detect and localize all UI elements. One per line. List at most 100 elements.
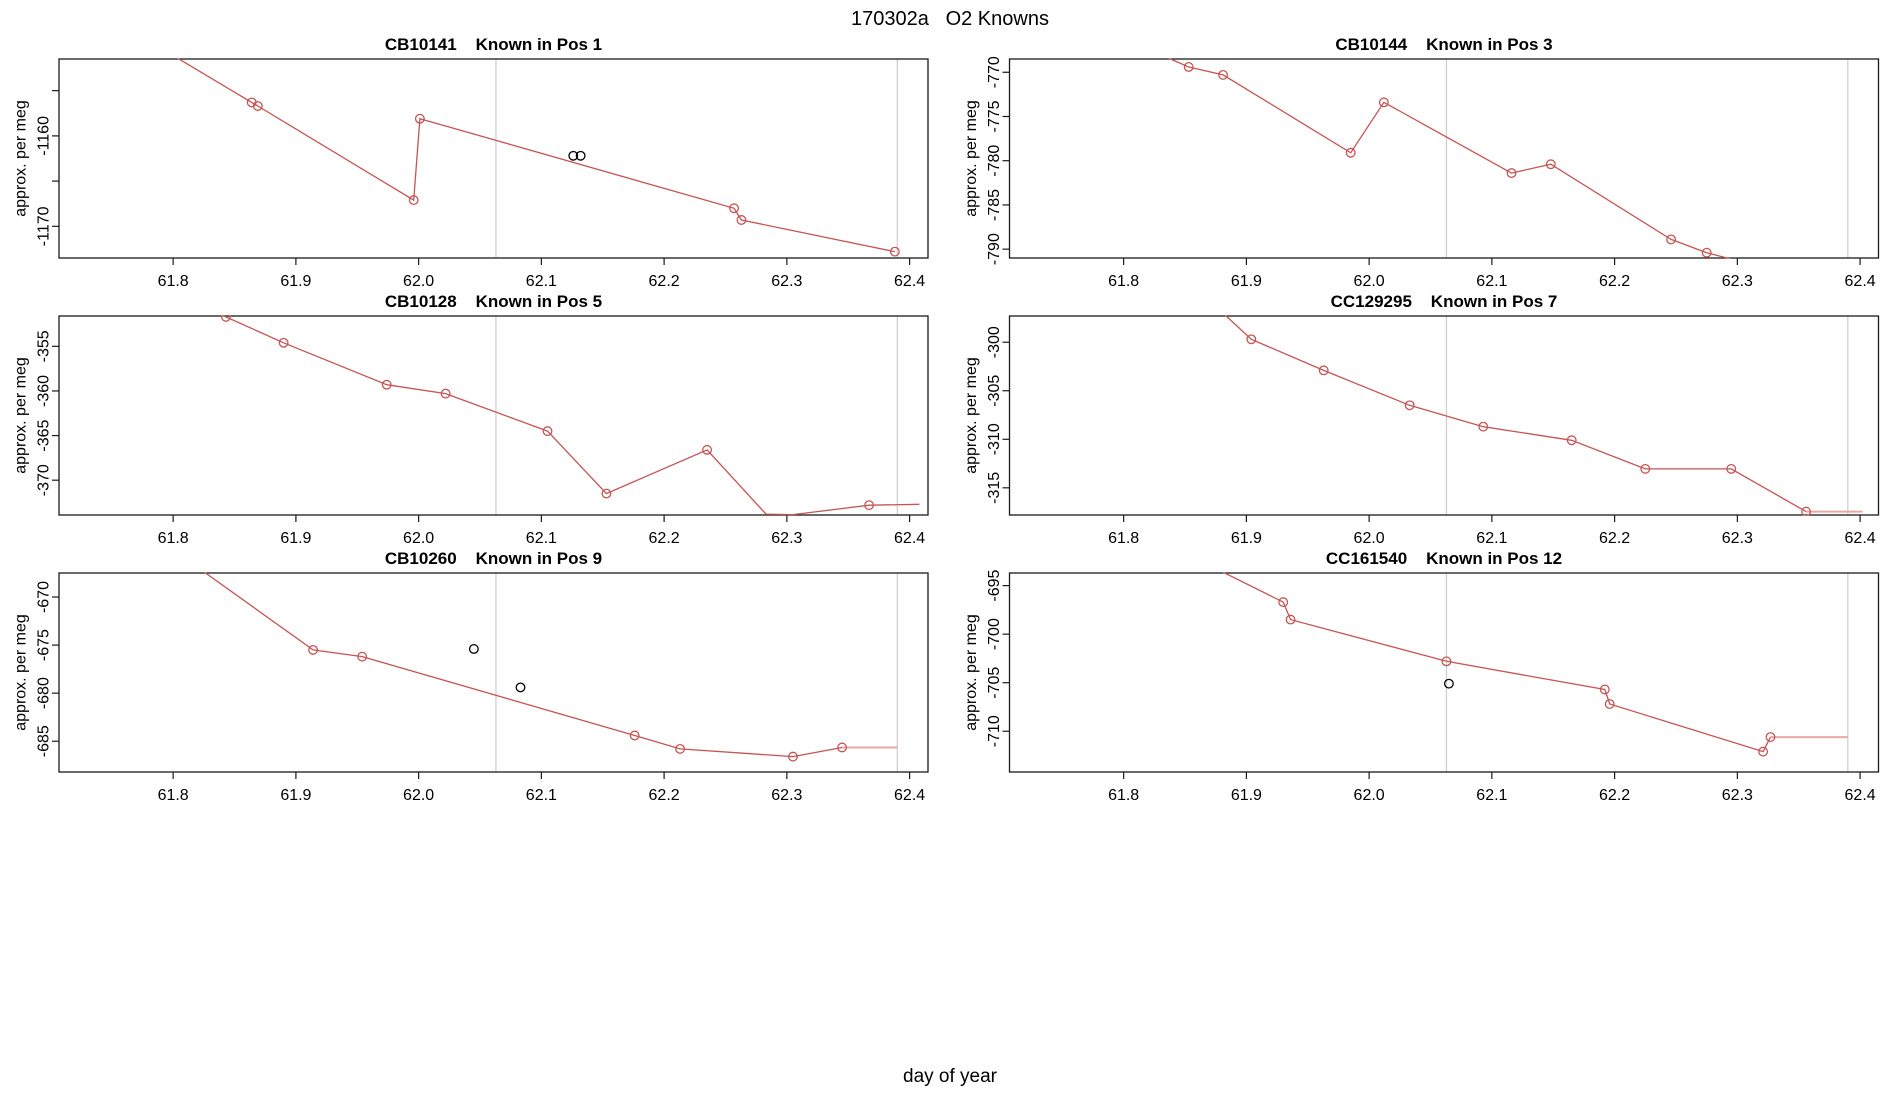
data-point (1218, 69, 1229, 80)
x-tick-label: 61.8 (158, 273, 189, 290)
data-point (736, 215, 747, 225)
y-axis-label: approx. per meg (13, 100, 30, 217)
data-point (788, 751, 798, 762)
y-tick-label: -775 (986, 100, 1003, 132)
x-tick-label: 62.1 (526, 787, 557, 804)
data-point (1640, 463, 1651, 474)
x-tick-label: 62.2 (649, 787, 680, 804)
x-tick-label: 62.2 (649, 530, 680, 547)
y-tick-label: -770 (986, 56, 1003, 88)
data-point (1345, 147, 1356, 158)
data-point (1545, 159, 1556, 170)
x-tick-label: 62.4 (894, 787, 925, 804)
x-tick-label: 62.3 (1722, 787, 1753, 804)
plot-box (58, 315, 929, 516)
x-tick-label: 62.1 (1476, 530, 1507, 547)
data-point (889, 246, 900, 257)
x-tick-label: 61.9 (1231, 787, 1262, 804)
data-point (702, 444, 713, 455)
y-tick-label: -1160 (36, 116, 53, 156)
plot-box (1008, 572, 1880, 773)
y-tick-label: -675 (36, 629, 53, 661)
x-tick-label: 62.2 (1599, 530, 1630, 547)
x-tick-label: 62.2 (1599, 787, 1630, 804)
data-point (381, 379, 392, 390)
y-axis-label: approx. per meg (963, 100, 980, 217)
data-line (203, 572, 843, 758)
plot-box (1008, 58, 1880, 259)
data-point (1566, 435, 1577, 446)
data-point (220, 315, 231, 322)
main-title: 170302a O2 Knowns (851, 8, 1049, 30)
x-tick-label: 61.8 (1108, 787, 1139, 804)
y-tick-label: -790 (986, 233, 1003, 265)
data-point (1378, 97, 1389, 108)
data-point (601, 488, 612, 499)
y-tick-label: -700 (986, 618, 1003, 650)
data-point (729, 203, 740, 214)
y-tick-label: -300 (986, 326, 1003, 358)
x-tick-label: 62.0 (1354, 530, 1385, 547)
data-point (440, 388, 451, 399)
y-tick-label: -710 (986, 715, 1003, 747)
data-point (1604, 699, 1615, 709)
x-tick-label: 62.3 (1722, 273, 1753, 290)
x-tick-label: 62.1 (526, 273, 557, 290)
data-line (1167, 58, 1732, 259)
x-tick-label: 62.3 (771, 787, 802, 804)
data-point (1726, 463, 1737, 474)
y-tick-label: -785 (986, 189, 1003, 221)
y-tick-label: -705 (986, 667, 1003, 699)
y-tick-label: -695 (986, 570, 1003, 602)
data-point (1599, 684, 1610, 695)
x-tick-label: 62.0 (1354, 787, 1385, 804)
data-point (252, 101, 263, 111)
subplot-CB10141: 61.8 61.9 62.0 62.1 62.2 62.3 62.4 -1160 -1170 ap… (13, 35, 929, 290)
data-point (1701, 247, 1712, 258)
y-axis-label: approx. per meg (13, 357, 30, 474)
y-tick-label: -310 (986, 423, 1003, 455)
data-point (1183, 62, 1194, 72)
data-point (414, 113, 425, 124)
subplot-title: CB10144 Known in Pos 3 (1335, 35, 1552, 54)
data-point (308, 644, 319, 655)
x-tick-label: 62.4 (894, 530, 925, 547)
x-tick-label: 62.0 (403, 787, 434, 804)
outlier-point (575, 150, 586, 161)
data-point (1758, 746, 1769, 757)
data-point (1318, 365, 1329, 376)
x-tick-label: 61.9 (280, 530, 311, 547)
data-point (837, 742, 848, 753)
y-tick-label: -780 (986, 145, 1003, 177)
subplot-title: CB10141 Known in Pos 1 (385, 35, 602, 54)
x-tick-label: 62.2 (649, 273, 680, 290)
x-tick-label: 62.4 (1845, 530, 1876, 547)
y-tick-label: -685 (36, 725, 53, 757)
y-tick-label: -365 (36, 419, 53, 451)
data-point (864, 500, 875, 511)
data-line (1222, 572, 1772, 753)
x-tick-label: 62.1 (1476, 787, 1507, 804)
x-tick-label: 62.3 (1722, 530, 1753, 547)
x-tick-label: 62.0 (403, 273, 434, 290)
outlier-point (515, 682, 526, 693)
data-line (220, 315, 920, 516)
data-point (542, 426, 553, 437)
x-tick-label: 62.4 (1845, 273, 1876, 290)
x-tick-label: 61.9 (280, 273, 311, 290)
subplot-CC161540: 61.8 61.9 62.0 62.1 62.2 62.3 62.4 -695 -700 -705… (963, 549, 1880, 804)
data-point (1441, 656, 1452, 667)
x-tick-label: 62.3 (771, 273, 802, 290)
data-line (1224, 315, 1807, 513)
y-axis-label: approx. per meg (963, 614, 980, 731)
data-point (1404, 400, 1415, 411)
outlier-point (568, 150, 579, 161)
subplot-title: CB10128 Known in Pos 5 (385, 292, 602, 311)
data-point (1765, 732, 1776, 743)
subplot-CB10144: 61.8 61.9 62.0 62.1 62.2 62.3 62.4 -770 -775 -780… (963, 35, 1880, 290)
data-line (176, 58, 896, 253)
x-tick-label: 61.9 (280, 787, 311, 804)
y-tick-label: -355 (36, 330, 53, 362)
